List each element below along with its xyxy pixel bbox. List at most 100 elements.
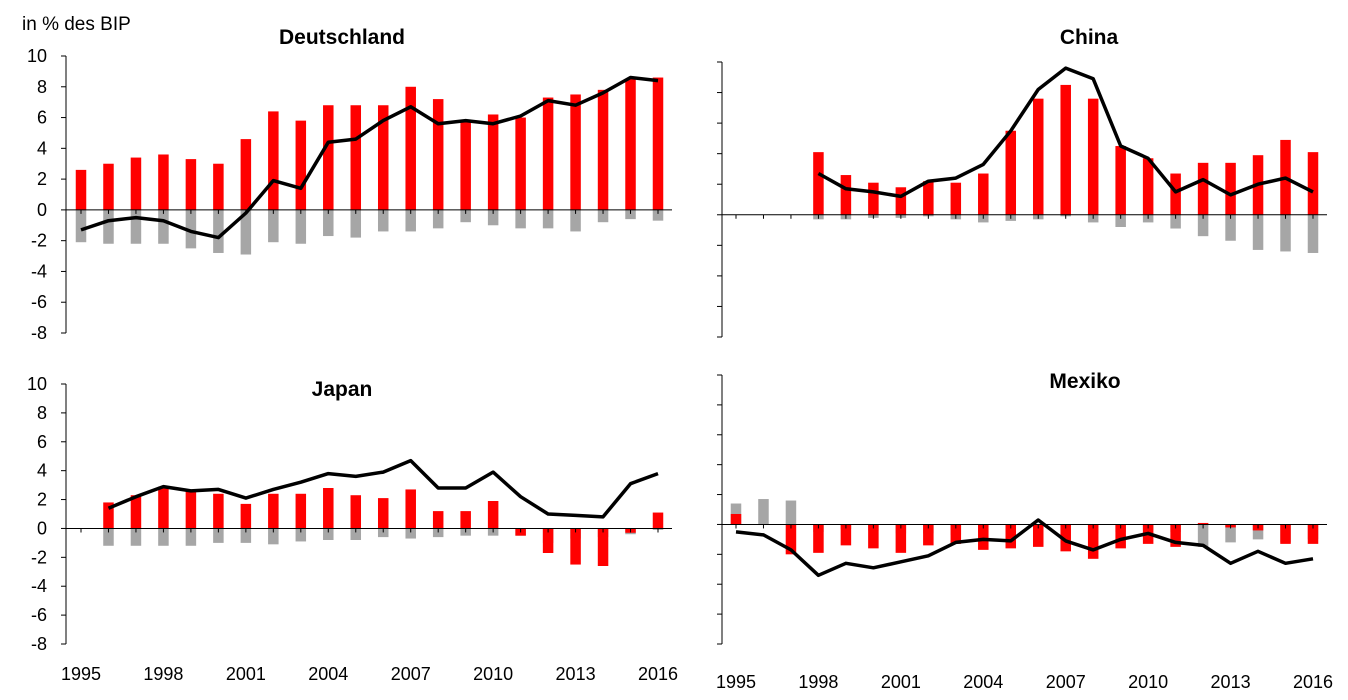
- red-bar-china-2016: [1307, 152, 1319, 215]
- y-tick-label: -8: [31, 323, 47, 343]
- x-tick-label: 1995: [716, 672, 756, 692]
- red-bar-mexiko-2001: [895, 524, 907, 553]
- red-bar-china-2004: [978, 173, 989, 215]
- x-tick-label: 2010: [1128, 672, 1168, 692]
- gray-bar-japan-2001: [240, 528, 252, 543]
- balance-line-china: [817, 66, 1314, 199]
- red-bar-china-2005: [1005, 130, 1017, 215]
- red-bar-china-2000: [868, 182, 879, 215]
- red-bar-deutschland-1999: [185, 159, 197, 210]
- x-tick-label: 2010: [473, 664, 513, 684]
- gray-bar-deutschland-2007: [405, 209, 416, 232]
- red-bar-japan-2002: [268, 493, 279, 529]
- red-bar-mexiko-1999: [840, 524, 852, 546]
- x-tick-label: 1995: [61, 664, 101, 684]
- gray-bar-deutschland-2014: [597, 209, 609, 223]
- red-bar-deutschland-1995: [75, 169, 87, 210]
- gray-bar-deutschland-2013: [570, 209, 581, 232]
- red-bar-japan-1998: [158, 486, 169, 529]
- red-bar-deutschland-2011: [515, 117, 526, 210]
- red-bar-japan-2013: [570, 528, 581, 565]
- red-bar-deutschland-2000: [213, 163, 224, 210]
- gray-bar-mexiko-2013: [1225, 524, 1236, 543]
- red-bar-deutschland-2003: [295, 120, 307, 210]
- y-tick-label: -6: [31, 605, 47, 625]
- red-bar-deutschland-1996: [103, 163, 114, 210]
- y-tick-label: 4: [37, 138, 47, 158]
- chart-title-deutschland: Deutschland: [279, 26, 405, 49]
- red-bar-mexiko-2007: [1060, 524, 1071, 552]
- red-bar-japan-2009: [460, 511, 471, 529]
- red-bar-mexiko-2006: [1032, 524, 1044, 547]
- red-bar-china-2007: [1060, 84, 1071, 215]
- red-bar-japan-2010: [487, 501, 499, 529]
- gray-bar-mexiko-2012: [1197, 524, 1209, 547]
- gray-bar-japan-2007: [405, 528, 416, 539]
- y-tick-label: -2: [31, 547, 47, 567]
- red-bar-deutschland-2009: [460, 120, 471, 210]
- red-bar-japan-2014: [597, 528, 609, 566]
- red-bar-japan-2001: [240, 503, 252, 529]
- red-bar-mexiko-1995: [730, 513, 742, 525]
- gray-bar-deutschland-2002: [268, 209, 279, 243]
- red-bar-mexiko-2008: [1087, 524, 1099, 559]
- red-bar-deutschland-2008: [432, 99, 444, 210]
- x-tick-label: 2013: [556, 664, 596, 684]
- y-tick-label: 4: [37, 461, 47, 481]
- gray-bar-japan-1997: [130, 528, 142, 546]
- red-bar-japan-2007: [405, 489, 416, 529]
- gray-bar-deutschland-2011: [515, 209, 526, 229]
- gray-bar-china-2016: [1307, 214, 1319, 253]
- red-bar-china-2006: [1032, 98, 1044, 215]
- gray-bar-japan-2000: [213, 528, 224, 543]
- gray-bar-deutschland-2012: [542, 209, 554, 229]
- y-tick-label: -4: [31, 261, 47, 281]
- gray-bar-japan-1998: [158, 528, 169, 546]
- chart-title-japan: Japan: [312, 378, 373, 401]
- red-bar-mexiko-2003: [950, 524, 962, 544]
- gray-bar-japan-2002: [268, 528, 279, 545]
- gray-bar-deutschland-2003: [295, 209, 307, 244]
- red-bar-japan-2004: [323, 488, 334, 529]
- red-bar-china-1998: [813, 152, 824, 215]
- red-bar-deutschland-2016: [652, 77, 664, 210]
- gray-bar-deutschland-1995: [75, 209, 87, 243]
- red-bar-mexiko-2015: [1280, 524, 1291, 544]
- red-bar-mexiko-1998: [813, 524, 824, 553]
- red-bar-deutschland-1998: [158, 154, 169, 210]
- gray-bar-japan-2005: [350, 528, 362, 540]
- gray-bar-china-2009: [1115, 214, 1126, 227]
- red-bar-japan-2016: [652, 512, 664, 529]
- red-bar-china-2012: [1197, 162, 1209, 215]
- red-bar-deutschland-2014: [597, 89, 609, 210]
- x-tick-label: 1998: [143, 664, 183, 684]
- x-tick-label: 2001: [881, 672, 921, 692]
- gray-bar-china-2011: [1170, 214, 1181, 229]
- y-tick-label: 0: [37, 200, 47, 220]
- red-bar-china-2008: [1087, 98, 1099, 215]
- x-tick-label: 2016: [638, 664, 678, 684]
- red-bar-china-2002: [923, 181, 934, 215]
- gray-bar-deutschland-2005: [350, 209, 362, 238]
- gray-bar-china-2012: [1197, 214, 1209, 237]
- red-bar-deutschland-2015: [625, 79, 636, 210]
- gray-bar-deutschland-2009: [460, 209, 471, 223]
- red-bar-japan-1997: [130, 495, 142, 529]
- gray-bar-japan-2006: [377, 528, 389, 538]
- balance-line-mexiko: [735, 518, 1314, 578]
- gray-bar-deutschland-1999: [185, 209, 197, 249]
- gray-bar-japan-2004: [323, 528, 334, 540]
- gray-bar-japan-2003: [295, 528, 307, 542]
- red-bar-mexiko-2011: [1170, 524, 1181, 547]
- gray-bar-japan-1999: [185, 528, 197, 546]
- gray-bar-deutschland-2000: [213, 209, 224, 253]
- x-tick-label: 2004: [308, 664, 348, 684]
- gray-bar-deutschland-2016: [652, 209, 664, 221]
- red-bar-china-2010: [1142, 158, 1154, 215]
- red-bar-deutschland-2012: [542, 97, 554, 210]
- red-bar-mexiko-1997: [785, 524, 797, 555]
- red-bar-japan-2003: [295, 493, 307, 529]
- x-tick-label: 2013: [1211, 672, 1251, 692]
- red-bar-china-2011: [1170, 173, 1181, 215]
